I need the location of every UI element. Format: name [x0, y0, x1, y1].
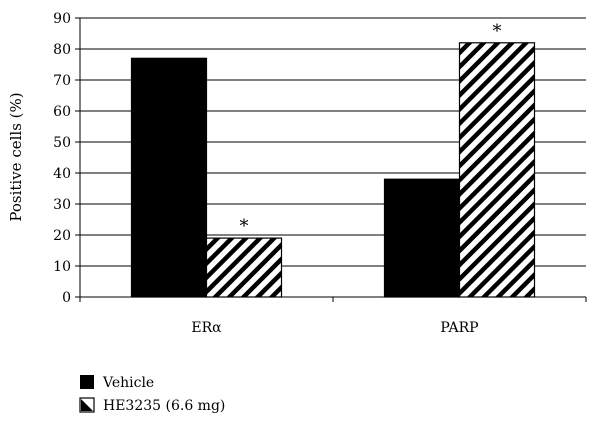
- bar-he3235-parp: [458, 42, 536, 298]
- y-tick-label: 30: [53, 197, 71, 213]
- legend-swatch-vehicle: [80, 375, 94, 389]
- bar-vehicle-er-alpha: [130, 57, 208, 298]
- y-tick-label: 0: [62, 290, 71, 306]
- legend-label-vehicle: Vehicle: [102, 375, 154, 391]
- bar-he3235-er-alpha: [205, 237, 283, 298]
- x-category-label: ERα: [191, 320, 222, 336]
- significance-asterisk: *: [493, 21, 502, 42]
- y-tick-label: 50: [53, 135, 71, 151]
- axes: [79, 18, 587, 302]
- x-category-labels: ERα PARP: [191, 320, 478, 336]
- y-tick-label: 40: [53, 166, 71, 182]
- y-tick-label: 10: [53, 259, 71, 275]
- y-tick-labels: 0 10 20 30 40 50 60 70 80 90: [53, 11, 80, 306]
- legend: Vehicle HE3235 (6.6 mg): [79, 375, 225, 414]
- y-tick-label: 60: [53, 104, 71, 120]
- significance-markers: **: [240, 21, 502, 237]
- legend-swatch-he3235: [79, 397, 95, 413]
- y-tick-label: 20: [53, 228, 71, 244]
- y-tick-label: 70: [53, 73, 71, 89]
- x-category-label: PARP: [440, 320, 478, 336]
- bar-vehicle-parp: [383, 178, 461, 298]
- y-tick-label: 80: [53, 42, 71, 58]
- bars: [130, 42, 536, 298]
- y-axis-title: Positive cells (%): [7, 92, 25, 221]
- significance-asterisk: *: [240, 216, 249, 237]
- legend-label-he3235: HE3235 (6.6 mg): [103, 398, 225, 414]
- y-tick-label: 90: [53, 11, 71, 27]
